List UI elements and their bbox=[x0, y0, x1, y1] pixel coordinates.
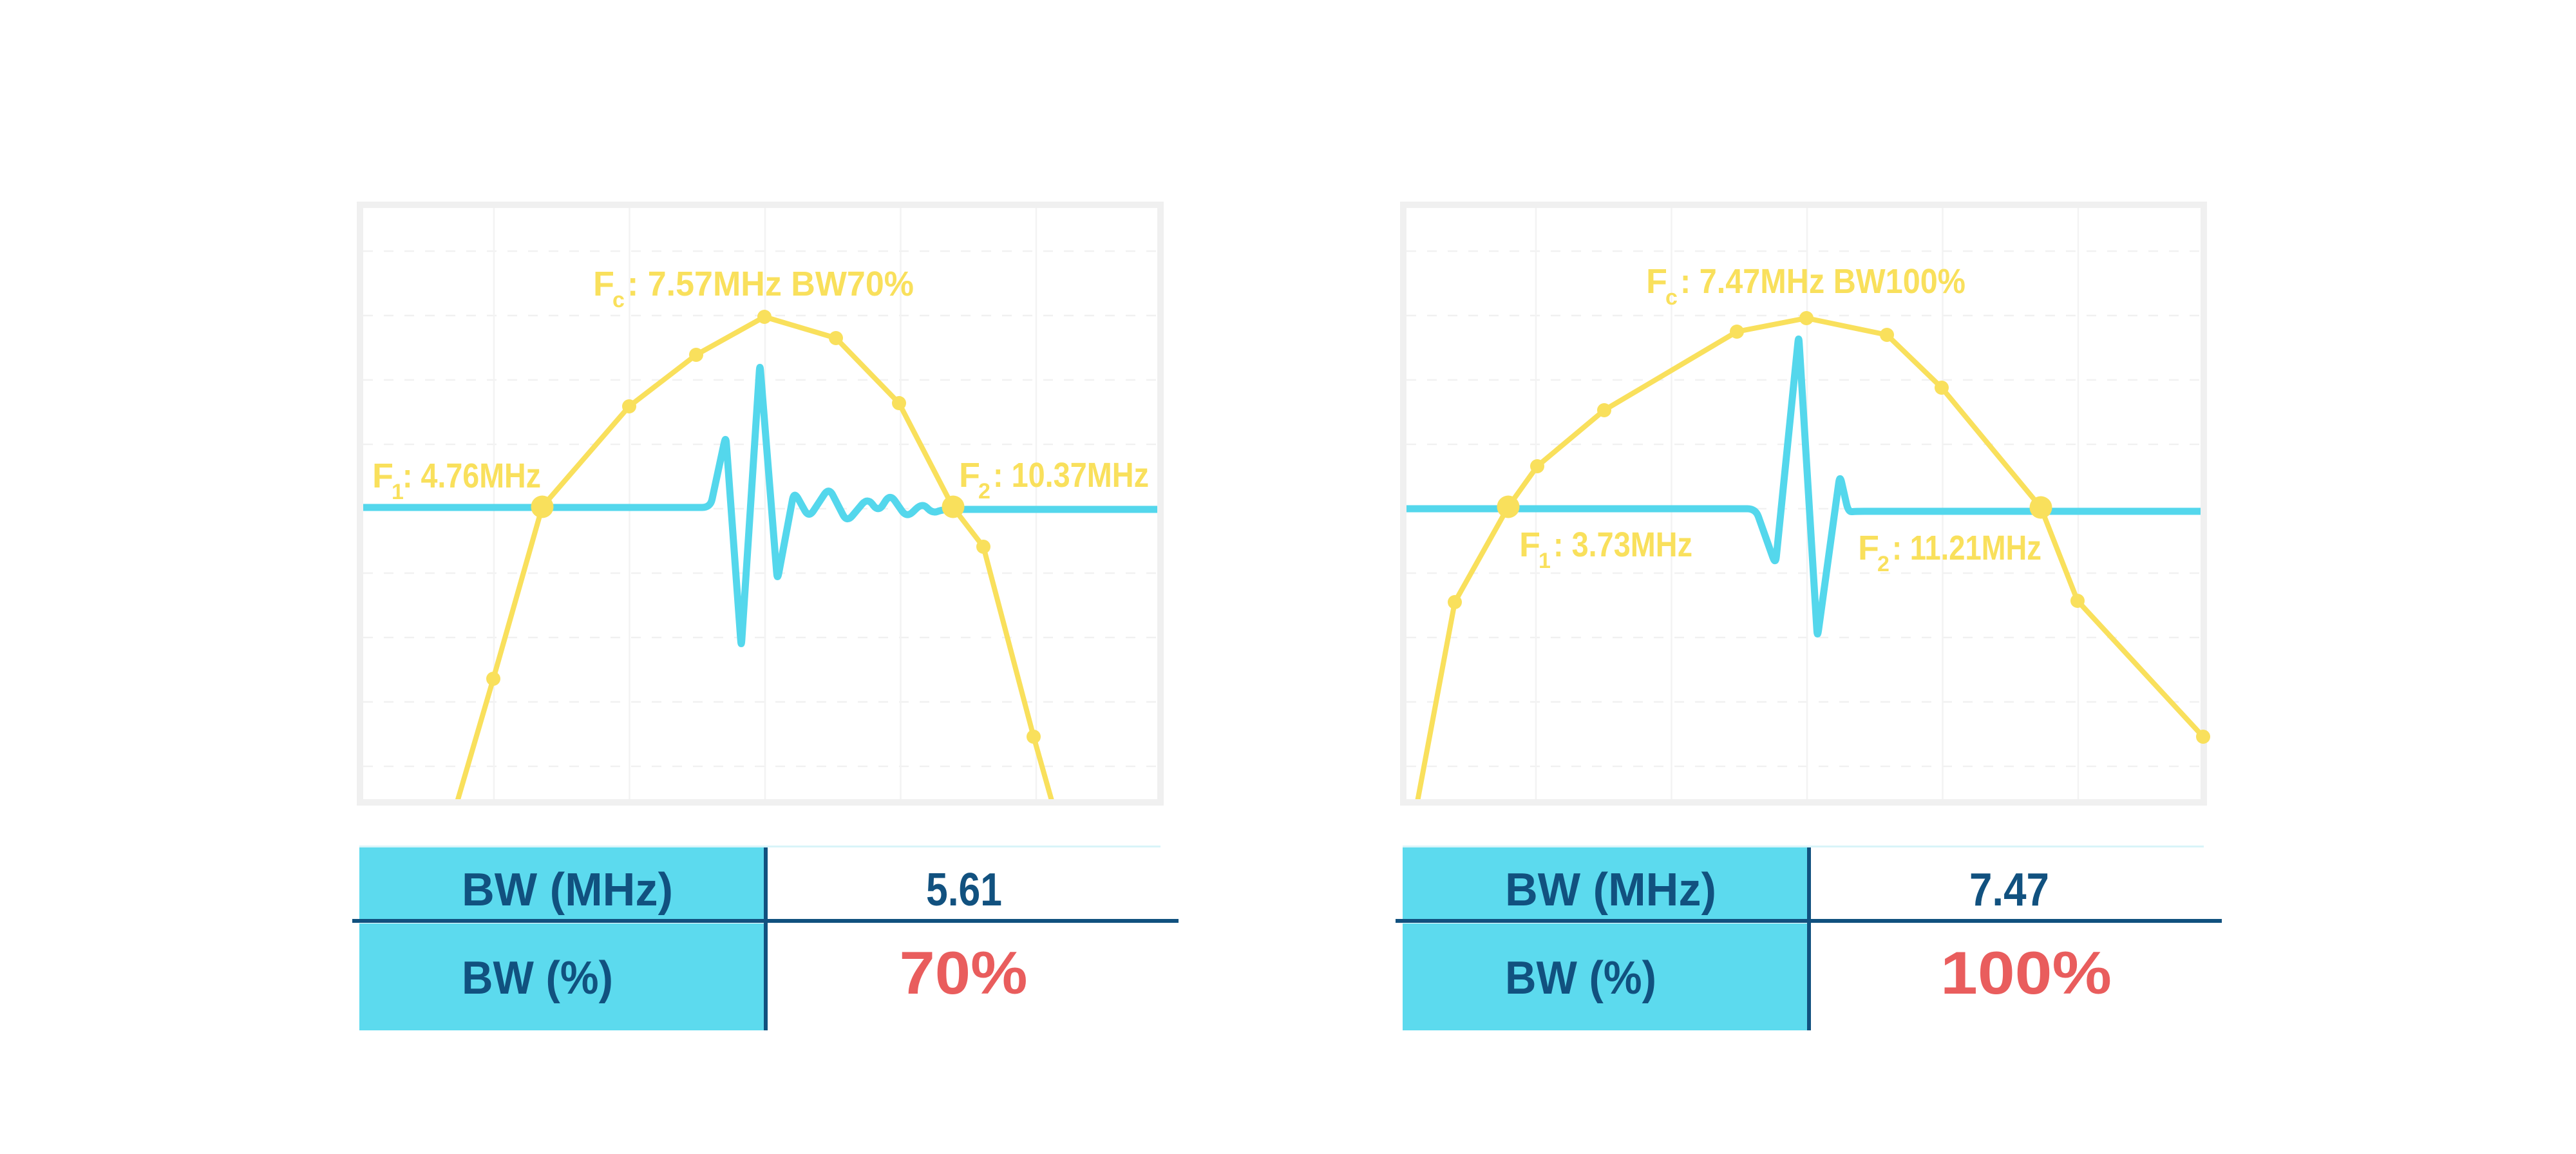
svg-text:: 4.76MHz: : 4.76MHz bbox=[402, 457, 541, 495]
svg-text:F: F bbox=[372, 457, 393, 495]
svg-text:F: F bbox=[1519, 525, 1540, 564]
svg-text:c: c bbox=[612, 288, 625, 312]
svg-text:: 10.37MHz: : 10.37MHz bbox=[993, 456, 1149, 495]
svg-text:: 11.21MHz: : 11.21MHz bbox=[1892, 529, 2041, 567]
svg-text:1: 1 bbox=[392, 480, 404, 504]
svg-text:BW (MHz): BW (MHz) bbox=[462, 864, 673, 916]
svg-text:2: 2 bbox=[978, 479, 990, 504]
svg-text:100%: 100% bbox=[1940, 939, 2112, 1007]
svg-text:BW (%): BW (%) bbox=[462, 952, 613, 1004]
svg-text:1: 1 bbox=[1539, 549, 1551, 573]
svg-text:BW (%): BW (%) bbox=[1505, 952, 1656, 1004]
svg-text:F: F bbox=[959, 456, 980, 495]
svg-text:: 7.47MHz BW100%: : 7.47MHz BW100% bbox=[1680, 262, 1965, 301]
svg-text:: 3.73MHz: : 3.73MHz bbox=[1553, 525, 1692, 564]
svg-text:7.47: 7.47 bbox=[1969, 864, 2049, 916]
svg-text:70%: 70% bbox=[900, 939, 1028, 1007]
svg-text:: 7.57MHz BW70%: : 7.57MHz BW70% bbox=[627, 265, 914, 303]
svg-text:F: F bbox=[1858, 529, 1879, 567]
svg-text:5.61: 5.61 bbox=[926, 864, 1002, 916]
svg-text:F: F bbox=[1646, 262, 1667, 301]
svg-text:F: F bbox=[593, 265, 614, 303]
svg-text:c: c bbox=[1665, 285, 1678, 310]
svg-text:BW (MHz): BW (MHz) bbox=[1505, 864, 1716, 916]
svg-text:2: 2 bbox=[1877, 552, 1889, 576]
